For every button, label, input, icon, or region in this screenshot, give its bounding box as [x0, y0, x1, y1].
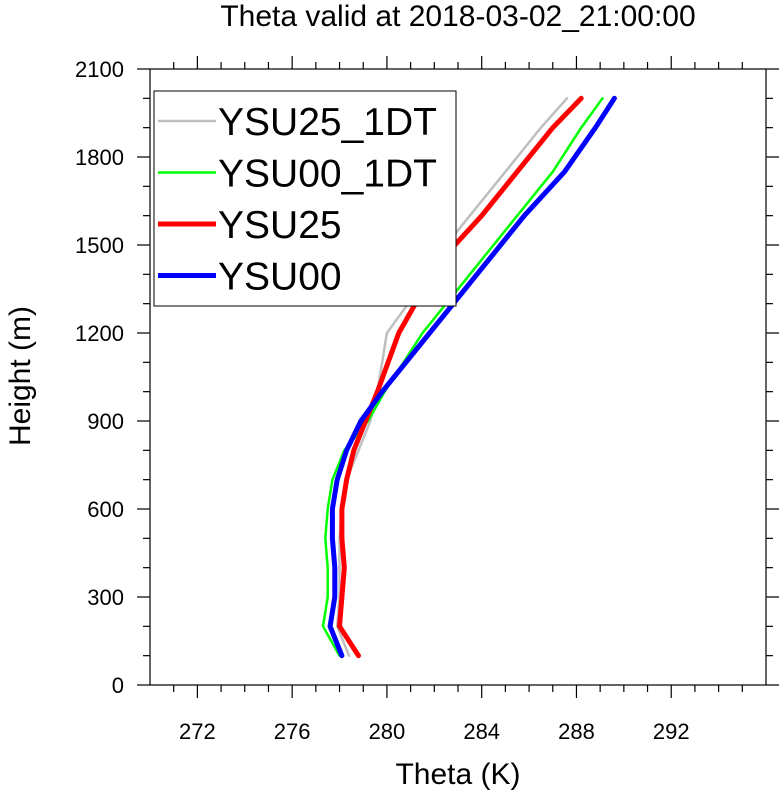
y-tick-label: 1800 — [75, 145, 124, 170]
series-lines — [321, 95, 617, 659]
x-axis-label: Theta (K) — [395, 758, 520, 791]
plot-frame — [149, 68, 767, 686]
x-tick-label: 280 — [369, 719, 406, 744]
x-tick-label: 272 — [179, 719, 216, 744]
series-line-ysu00 — [327, 95, 617, 659]
legend-label: YSU00 — [218, 256, 342, 299]
y-tick-label: 300 — [87, 585, 124, 610]
y-tick-label: 0 — [112, 673, 124, 698]
y-tick-label: 900 — [87, 409, 124, 434]
legend-label: YSU25_1DT — [218, 101, 437, 144]
y-tick-label: 600 — [87, 497, 124, 522]
y-axis-label: Height (m) — [4, 306, 37, 446]
series-line-ysu25 — [337, 95, 584, 659]
series-line-ysu25-1dt — [335, 97, 569, 657]
legend-box — [153, 90, 457, 307]
x-tick-label: 292 — [653, 719, 690, 744]
y-tick-label: 1200 — [75, 321, 124, 346]
x-tick-label: 288 — [558, 719, 595, 744]
y-tick-label: 1500 — [75, 233, 124, 258]
legend: YSU25_1DT YSU00_1DT YSU25 YSU00 — [153, 90, 457, 307]
x-tick-label: 276 — [274, 719, 311, 744]
x-tick-label: 284 — [463, 719, 500, 744]
chart-title: Theta valid at 2018-03-02_21:00:00 — [220, 0, 695, 33]
y-tick-label: 2100 — [75, 57, 124, 82]
legend-label: YSU00_1DT — [218, 153, 437, 196]
legend-label: YSU25 — [218, 204, 342, 247]
axis-ticks: 272 276 280 284 288 292 0 300 600 900 1200 1500 1800… — [75, 56, 779, 744]
